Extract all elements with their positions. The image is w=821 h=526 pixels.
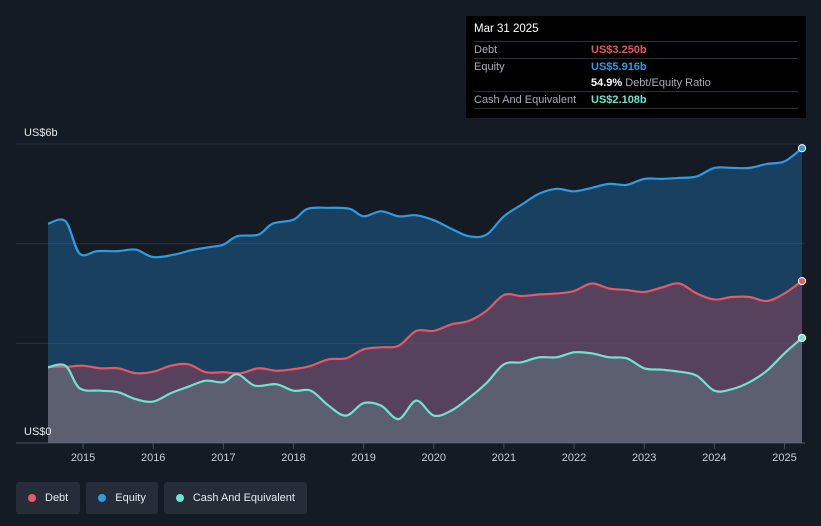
tooltip-cash-value: US$2.108b	[591, 94, 647, 106]
tooltip-date: Mar 31 2025	[474, 23, 539, 35]
debt-dot-icon	[28, 494, 36, 502]
x-tick-label: 2021	[492, 452, 516, 464]
tooltip-debt-label: Debt	[474, 44, 498, 56]
x-tick-label: 2016	[141, 452, 165, 464]
legend-item-debt[interactable]: Debt	[16, 482, 81, 514]
equity-area	[48, 148, 802, 443]
tooltip-row-debt: Debt US$3.250b	[474, 41, 798, 58]
tooltip-ratio-label: Debt/Equity Ratio	[625, 77, 711, 89]
y-top-label: US$6b	[24, 127, 58, 139]
grid-lines	[16, 143, 805, 444]
tooltip-equity-label: Equity	[474, 61, 505, 73]
series-areas	[48, 148, 802, 443]
equity-dot-icon	[98, 494, 107, 502]
tooltip-ratio-value: 54.9%	[591, 77, 623, 89]
legend-debt-label: Debt	[45, 492, 69, 504]
data-tooltip: Mar 31 2025 Debt US$3.250b Equity US$5.9…	[466, 16, 806, 118]
x-tick-label: 2025	[772, 452, 796, 464]
tooltip-debt-value: US$3.250b	[591, 44, 647, 56]
series-lines	[47, 147, 803, 421]
tooltip-row-ratio: 54.9% Debt/Equity Ratio	[474, 75, 798, 91]
legend-item-equity[interactable]: Equity	[86, 482, 158, 514]
x-tick-label: 2015	[71, 452, 95, 464]
cash-and-equivalent-line	[47, 337, 803, 421]
debt-end-marker	[797, 276, 807, 286]
legend-item-cash[interactable]: Cash And Equivalent	[163, 482, 307, 514]
x-tick-label: 2024	[702, 452, 726, 464]
x-tick-label: 2018	[281, 452, 305, 464]
equity-line	[47, 147, 803, 259]
debt-area	[48, 281, 802, 443]
x-tick-label: 2019	[351, 452, 375, 464]
x-tick-label: 2023	[632, 452, 656, 464]
equity-end-marker	[797, 144, 807, 153]
end-markers	[797, 144, 807, 343]
debt-line	[47, 280, 803, 375]
cash-and-equivalent-area	[48, 338, 802, 443]
legend-equity-label: Equity	[115, 492, 146, 504]
cash-and-equivalent-end-marker	[797, 333, 807, 343]
cash-dot-icon	[175, 494, 184, 502]
x-tick-label: 2017	[211, 452, 235, 464]
x-axis: 2015 2016 2017 2018 2019 2020 2021 2022 2023 2024…	[71, 443, 797, 464]
x-tick-label: 2020	[422, 452, 446, 464]
legend: Debt Equity Cash And Equivalent	[16, 482, 307, 514]
x-tick-label: 2022	[562, 452, 586, 464]
tooltip-row-equity: Equity US$5.916b	[474, 58, 798, 75]
legend-cash-label: Cash And Equivalent	[192, 492, 295, 504]
y-axis-labels: US$6b US$0	[24, 127, 58, 438]
tooltip-row-cash: Cash And Equivalent US$2.108b	[474, 91, 798, 109]
y-bottom-label: US$0	[24, 426, 52, 438]
tooltip-cash-label: Cash And Equivalent	[474, 94, 577, 106]
tooltip-equity-value: US$5.916b	[591, 61, 647, 73]
